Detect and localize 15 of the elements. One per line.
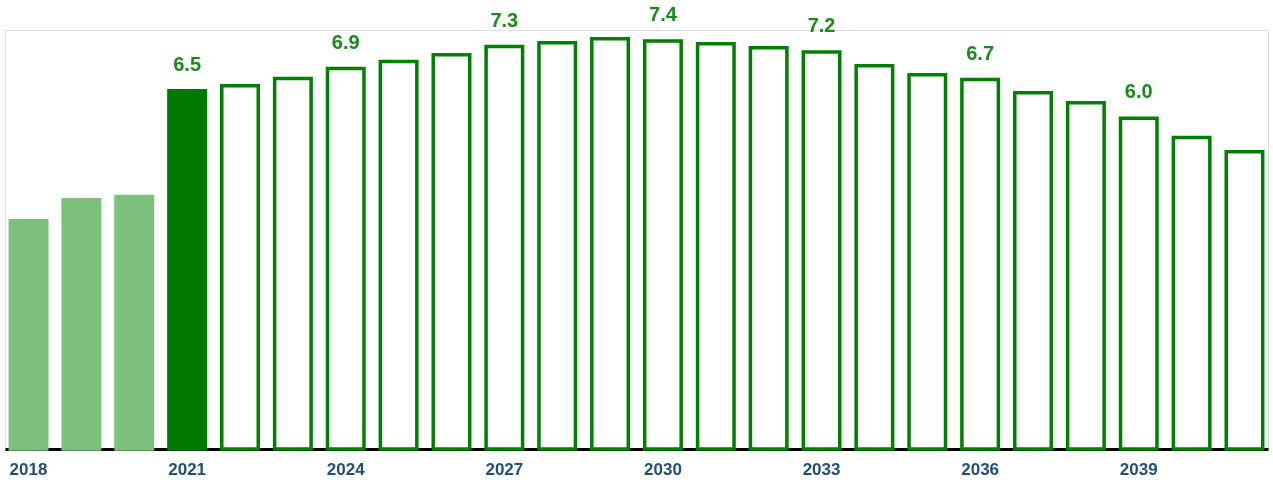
x-tick-label: 2021 xyxy=(168,459,207,479)
x-tick-label: 2039 xyxy=(1119,459,1158,479)
x-tick-label: 2033 xyxy=(802,459,841,479)
data-label: 7.3 xyxy=(490,8,519,31)
data-label: 7.2 xyxy=(807,14,836,37)
x-tick-label: 2027 xyxy=(485,459,524,479)
data-label: 6.0 xyxy=(1124,80,1153,103)
data-label: 7.4 xyxy=(649,3,678,26)
x-tick-label: 2036 xyxy=(961,459,1000,479)
data-label: 6.7 xyxy=(966,41,995,64)
x-tick-label: 2024 xyxy=(326,459,366,479)
data-label: 6.9 xyxy=(331,30,360,53)
data-label: 6.5 xyxy=(173,52,202,75)
x-tick-label: 2018 xyxy=(9,459,48,479)
x-tick-label: 2030 xyxy=(644,459,682,479)
